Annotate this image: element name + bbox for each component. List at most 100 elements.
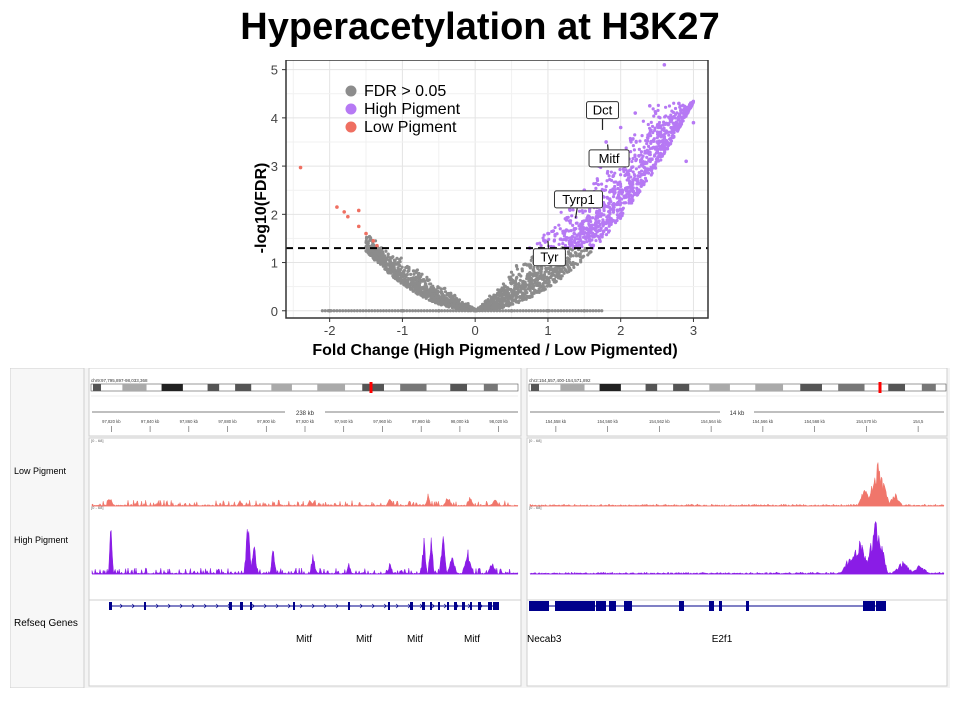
left-span-ruler: 238 kb xyxy=(92,407,518,417)
left-tick-label: 97,860 kb xyxy=(180,419,199,424)
data-point xyxy=(642,161,646,165)
data-point xyxy=(634,159,638,163)
data-point xyxy=(520,283,524,288)
data-point xyxy=(612,205,616,209)
data-point xyxy=(533,309,537,313)
plot-frame xyxy=(285,60,709,319)
data-point xyxy=(515,275,519,280)
data-point xyxy=(538,276,542,281)
strand-arrow xyxy=(383,603,387,609)
data-point xyxy=(607,202,611,206)
data-point xyxy=(599,182,604,186)
data-point xyxy=(558,227,562,231)
data-point xyxy=(388,260,392,264)
data-point xyxy=(588,243,592,247)
data-point xyxy=(629,149,633,154)
data-point xyxy=(648,157,653,161)
data-point xyxy=(608,198,612,203)
data-point xyxy=(462,304,466,309)
data-point xyxy=(536,271,540,275)
data-point xyxy=(657,120,662,125)
data-point xyxy=(558,237,562,241)
data-point xyxy=(320,309,324,313)
ideogram-band xyxy=(450,384,468,391)
data-point xyxy=(577,253,581,258)
data-point xyxy=(637,165,641,169)
data-point xyxy=(541,282,545,286)
data-point xyxy=(527,276,532,280)
data-point xyxy=(535,276,539,280)
data-point xyxy=(567,252,571,256)
data-point xyxy=(450,303,454,307)
left-low-pigment-track xyxy=(91,493,519,507)
data-point xyxy=(676,118,681,122)
data-point xyxy=(621,206,625,210)
gene-exon xyxy=(555,601,595,611)
data-point xyxy=(582,254,586,258)
y-tick-label: 4 xyxy=(271,111,278,126)
data-point xyxy=(427,278,431,282)
gene-exon xyxy=(746,601,749,611)
data-point xyxy=(547,276,551,280)
data-point xyxy=(573,238,577,243)
data-point xyxy=(399,281,403,285)
data-point xyxy=(499,291,503,295)
strand-arrow xyxy=(479,603,483,609)
data-point xyxy=(616,193,621,197)
data-point xyxy=(426,292,430,296)
gene-exon xyxy=(596,601,606,611)
right-locus: chr2:154,557,400-154,571,892 xyxy=(529,378,591,383)
data-point xyxy=(607,209,611,214)
data-point xyxy=(604,227,608,231)
right-span-label: 14 kb xyxy=(730,411,745,417)
strand-arrow xyxy=(275,603,279,609)
data-point xyxy=(554,274,558,279)
data-point xyxy=(460,309,464,313)
data-point xyxy=(531,267,536,272)
data-point xyxy=(655,157,660,161)
data-point xyxy=(601,232,605,236)
legend-entry: Low Pigment xyxy=(364,119,457,136)
ideogram-band xyxy=(599,384,621,391)
data-point xyxy=(611,195,616,199)
data-point xyxy=(576,244,580,248)
data-point xyxy=(628,198,632,203)
data-point xyxy=(541,309,546,313)
data-point xyxy=(521,309,525,313)
data-point xyxy=(405,272,409,277)
data-point xyxy=(678,105,682,109)
data-point xyxy=(568,236,573,240)
data-point xyxy=(530,309,534,313)
data-point xyxy=(445,309,450,313)
strand-arrow xyxy=(143,603,147,609)
data-point xyxy=(652,139,656,143)
gene-exon xyxy=(388,602,390,610)
data-point xyxy=(605,179,609,183)
strand-arrow xyxy=(371,603,375,609)
data-point xyxy=(646,168,650,172)
data-point xyxy=(483,309,487,313)
data-point xyxy=(598,222,602,226)
data-point xyxy=(643,149,647,153)
data-point xyxy=(463,309,467,313)
legend-marker xyxy=(345,103,357,115)
data-point xyxy=(501,309,505,313)
data-point xyxy=(410,286,414,290)
data-point xyxy=(370,309,374,313)
data-point xyxy=(466,309,470,313)
data-point xyxy=(371,255,376,260)
right-tick-label: 154,558 kb xyxy=(546,419,567,424)
data-point xyxy=(386,252,390,256)
data-point xyxy=(613,221,618,225)
data-point xyxy=(519,290,523,294)
data-point xyxy=(492,309,496,313)
gene-exon xyxy=(422,602,425,610)
ideogram-band xyxy=(560,384,585,391)
left-tick-label: 97,920 kb xyxy=(296,419,315,424)
data-point xyxy=(618,125,623,130)
data-point xyxy=(537,282,542,286)
data-point xyxy=(674,126,678,130)
gene-exon xyxy=(430,602,432,610)
strand-arrow xyxy=(227,603,231,609)
data-point xyxy=(520,269,524,273)
